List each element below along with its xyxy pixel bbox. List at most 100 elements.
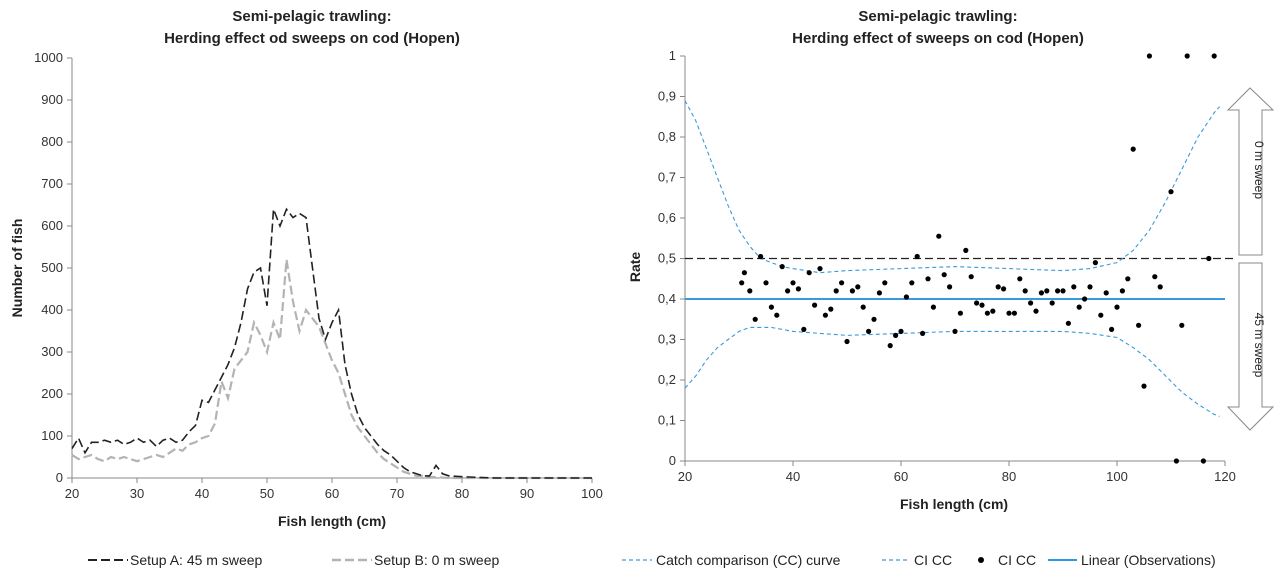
ci-cc-point xyxy=(914,253,920,260)
ci-cc-point xyxy=(866,328,872,334)
right-y-ticks: 0 0,1 0,2 0,3 0,4 0,5 0,6 0,7 0,8 0,9 1 xyxy=(658,48,685,468)
down-arrow-45m-sweep xyxy=(1226,262,1275,431)
ci-cc-point xyxy=(1044,288,1050,294)
left-y-tick-label: 200 xyxy=(41,386,63,401)
ci-cc-point xyxy=(1098,312,1104,318)
ci-cc-point xyxy=(855,284,861,290)
ci-cc-point xyxy=(1146,53,1152,59)
ci-cc-point xyxy=(839,280,845,286)
right-x-tick-label: 20 xyxy=(678,469,692,484)
legend-label-setup-b: Setup B: 0 m sweep xyxy=(374,552,500,568)
ci-cc-point xyxy=(936,233,942,239)
ci-cc-point xyxy=(887,343,893,349)
ci-cc-point xyxy=(925,276,931,282)
left-x-tick-label: 100 xyxy=(581,486,603,501)
ci-cc-point xyxy=(979,302,985,308)
ci-cc-point xyxy=(882,280,888,286)
right-x-tick-label: 40 xyxy=(786,469,800,484)
right-y-tick-label: 0,3 xyxy=(658,332,676,347)
legend-label-cc-curve: Catch comparison (CC) curve xyxy=(656,552,841,568)
ci-cc-point xyxy=(785,288,791,294)
ci-cc-point xyxy=(860,304,866,310)
left-y-tick-label: 500 xyxy=(41,260,63,275)
right-y-tick-label: 0,9 xyxy=(658,89,676,104)
ci-cc-point xyxy=(941,272,947,278)
chart-right: Semi-pelagic trawling: Herding effect of… xyxy=(622,8,1275,568)
right-x-ticks: 20 40 60 80 100 120 xyxy=(678,461,1236,484)
ci-cc-point xyxy=(1038,290,1044,296)
legend-marker-ci-cc-points xyxy=(978,557,984,563)
ci-cc-point xyxy=(984,310,991,316)
ci-cc-point xyxy=(1011,310,1018,316)
left-x-tick-label: 50 xyxy=(260,486,274,501)
legend-label-linear: Linear (Observations) xyxy=(1081,552,1216,568)
ci-cc-point xyxy=(790,280,796,286)
ci-cc-point xyxy=(1001,286,1007,292)
ci-cc-point xyxy=(1136,322,1142,328)
ci-cc-point xyxy=(920,330,926,336)
ci-cc-point xyxy=(957,310,964,316)
left-y-tick-label: 700 xyxy=(41,176,63,191)
right-y-tick-label: 0,8 xyxy=(658,129,676,144)
arrow-label-45m-sweep: 45 m sweep xyxy=(1252,313,1266,378)
ci-cc-point xyxy=(812,302,818,308)
ci-cc-point xyxy=(779,264,785,270)
left-x-ticks: 20 30 40 50 60 70 80 90 100 xyxy=(65,478,603,501)
left-x-axis-label: Fish length (cm) xyxy=(278,513,386,529)
ci-cc-point xyxy=(1157,284,1163,290)
left-chart-title: Semi-pelagic trawling: xyxy=(232,8,391,25)
ci-cc-point xyxy=(1082,296,1088,302)
ci-cc-point xyxy=(1060,288,1066,294)
ci-cc-point xyxy=(1049,300,1055,306)
ci-cc-point xyxy=(1087,284,1093,290)
right-y-tick-label: 1 xyxy=(669,48,676,63)
ci-cc-point xyxy=(1211,53,1217,59)
right-y-tick-label: 0,4 xyxy=(658,291,676,306)
ci-cc-point xyxy=(968,274,974,280)
ci-cc-point xyxy=(990,308,996,314)
ci-cc-point xyxy=(1017,276,1023,282)
right-series-group xyxy=(684,100,1225,417)
ci-cc-point xyxy=(876,290,883,296)
left-x-tick-label: 80 xyxy=(455,486,469,501)
chart-left: Semi-pelagic trawling: Herding effect od… xyxy=(9,8,603,568)
left-x-tick-label: 90 xyxy=(520,486,534,501)
ci-cc-point xyxy=(1152,274,1158,280)
ci-cc-point xyxy=(1114,304,1120,310)
ci-cc-upper-line xyxy=(684,100,1221,274)
ci-cc-point xyxy=(806,270,812,276)
right-x-tick-label: 80 xyxy=(1002,469,1016,484)
ci-cc-point xyxy=(844,338,850,345)
ci-cc-point xyxy=(893,332,899,338)
ci-cc-point xyxy=(801,326,807,332)
up-arrow-0m-sweep xyxy=(1226,87,1275,256)
left-y-tick-label: 600 xyxy=(41,218,63,233)
right-x-axis-label: Fish length (cm) xyxy=(900,496,1008,512)
left-x-tick-label: 60 xyxy=(325,486,339,501)
ci-cc-point xyxy=(817,266,823,272)
ci-cc-point xyxy=(849,288,856,294)
right-y-tick-label: 0,5 xyxy=(658,251,676,266)
ci-cc-point xyxy=(1168,189,1174,195)
ci-cc-point xyxy=(1022,288,1028,294)
ci-cc-point xyxy=(1103,290,1109,296)
ci-cc-point xyxy=(763,280,769,286)
ci-cc-point xyxy=(1065,320,1071,326)
left-chart-subtitle: Herding effect od sweeps on cod (Hopen) xyxy=(164,30,460,47)
left-y-tick-label: 900 xyxy=(41,92,63,107)
ci-cc-point xyxy=(952,328,958,334)
ci-cc-point xyxy=(1184,53,1190,59)
ci-cc-point xyxy=(930,304,937,310)
ci-cc-point xyxy=(774,312,780,318)
right-y-tick-label: 0 xyxy=(669,453,676,468)
left-x-tick-label: 70 xyxy=(390,486,404,501)
right-x-tick-label: 120 xyxy=(1214,469,1236,484)
ci-cc-point xyxy=(1179,322,1185,328)
ci-cc-point xyxy=(739,280,745,286)
right-y-axis-label: Rate xyxy=(627,252,643,283)
ci-cc-point xyxy=(947,284,953,290)
ci-cc-point xyxy=(1130,146,1136,152)
left-x-tick-label: 30 xyxy=(130,486,144,501)
right-chart-subtitle: Herding effect of sweeps on cod (Hopen) xyxy=(792,30,1084,47)
legend-label-ci-cc-points: CI CC xyxy=(998,552,1036,568)
